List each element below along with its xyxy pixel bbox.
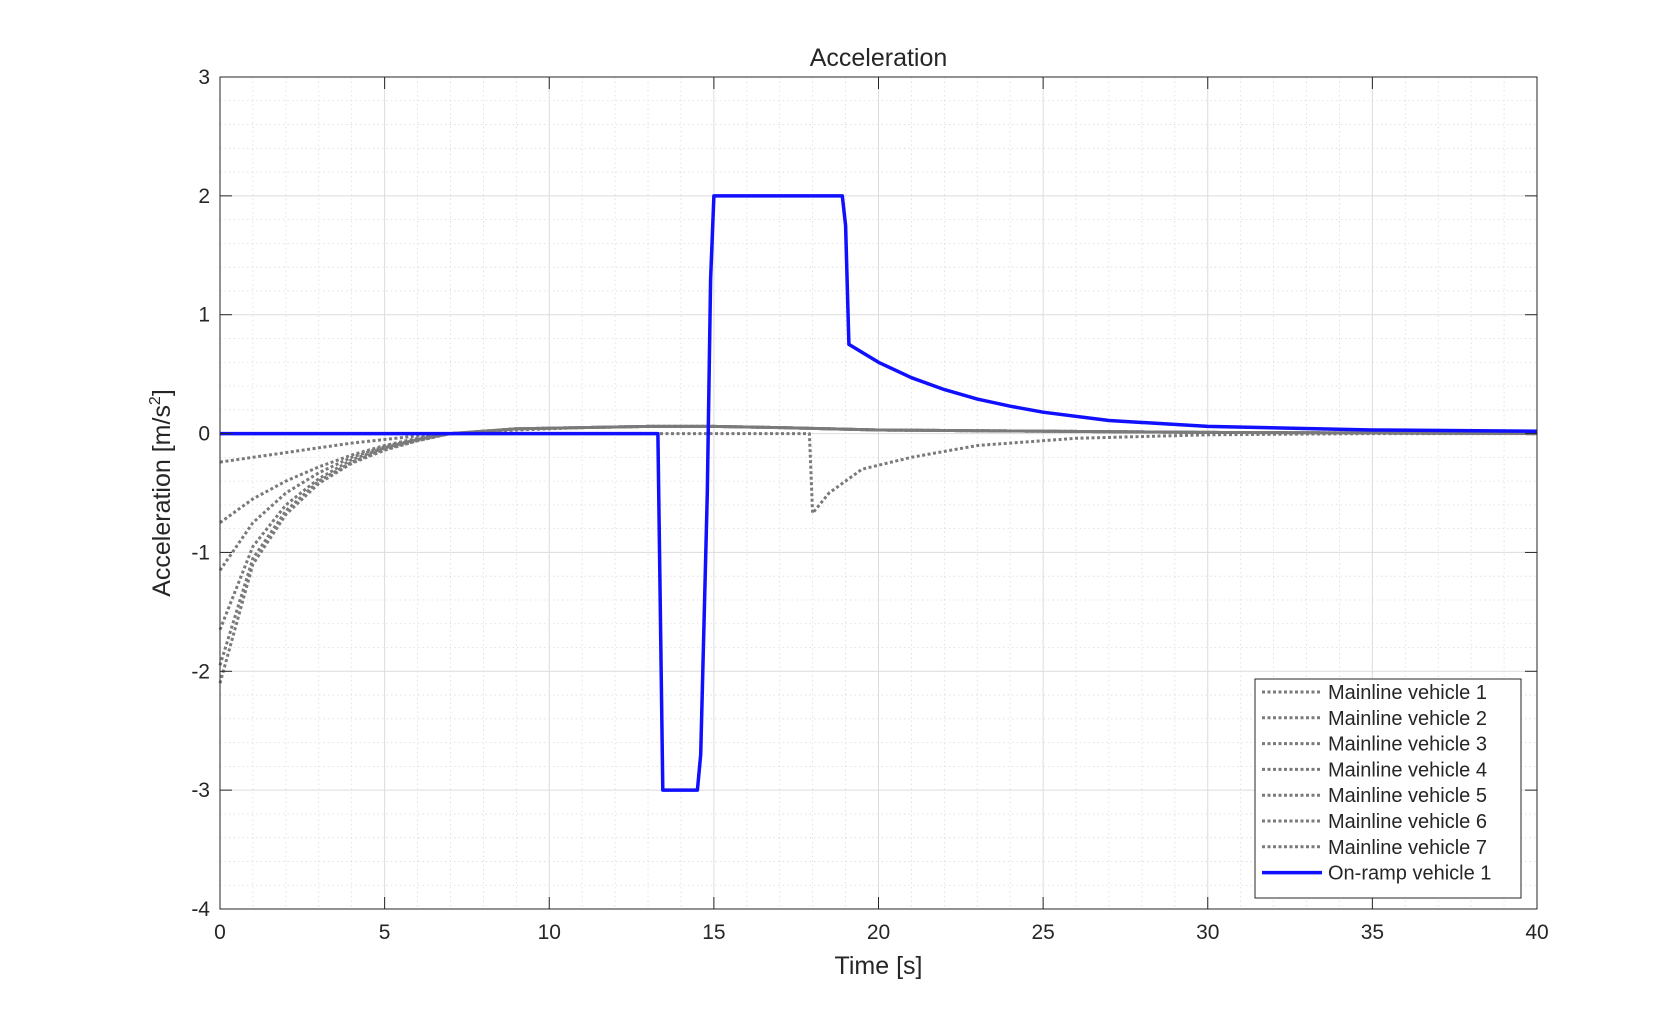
y-tick-label: 1 xyxy=(198,304,210,327)
x-tick-label: 40 xyxy=(1525,921,1548,944)
legend-entries: Mainline vehicle 1 Mainline vehicle 2 Main… xyxy=(1262,682,1491,885)
legend-label-2: Mainline vehicle 2 xyxy=(1328,708,1487,730)
x-axis-label: Time [s] xyxy=(835,952,923,980)
y-tick-label: -1 xyxy=(191,541,210,564)
x-tick-label: 30 xyxy=(1196,921,1219,944)
legend-label-7: Mainline vehicle 7 xyxy=(1328,837,1487,859)
legend-label-6: Mainline vehicle 6 xyxy=(1328,811,1487,833)
series-line-8 xyxy=(220,194,1538,792)
series-line-7 xyxy=(220,432,1537,515)
y-tick-label: -3 xyxy=(191,779,210,802)
y-tick-label: -4 xyxy=(191,898,210,921)
x-tick-label: 20 xyxy=(867,921,890,944)
x-tick-label: 5 xyxy=(379,921,391,944)
y-tick-label: 3 xyxy=(198,66,210,89)
legend-box xyxy=(1254,678,1522,899)
legend-label-1: Mainline vehicle 1 xyxy=(1328,682,1487,704)
y-tick-label: -2 xyxy=(191,660,210,683)
x-tick-label: 10 xyxy=(538,921,561,944)
legend-label-5: Mainline vehicle 5 xyxy=(1328,785,1487,807)
y-axis-label-end: ] xyxy=(148,389,176,396)
legend: Mainline vehicle 1 Mainline vehicle 2 Main… xyxy=(1254,678,1522,899)
x-tick-label: 15 xyxy=(702,921,725,944)
series-line-6 xyxy=(218,424,1538,684)
ticks xyxy=(219,76,1538,910)
y-tick-labels: -4 -3 -2 -1 0 1 2 3 xyxy=(191,66,210,921)
legend-label-8: On-ramp vehicle 1 xyxy=(1328,863,1491,885)
y-tick-label: 2 xyxy=(198,185,210,208)
y-tick-label: 0 xyxy=(198,423,210,446)
x-tick-label: 35 xyxy=(1361,921,1384,944)
y-axis-label-main: Acceleration [m/s xyxy=(148,405,176,597)
x-tick-label: 25 xyxy=(1031,921,1054,944)
x-tick-label: 0 xyxy=(214,921,226,944)
x-tick-labels: 0 5 10 15 20 25 30 35 40 xyxy=(214,921,1549,944)
chart-title: Acceleration xyxy=(810,44,948,72)
y-axis-label-sup: 2 xyxy=(147,396,164,405)
y-axis-label: Acceleration [m/s2] xyxy=(147,389,176,597)
legend-label-4: Mainline vehicle 4 xyxy=(1328,759,1487,781)
series-layer xyxy=(218,194,1538,792)
legend-label-3: Mainline vehicle 3 xyxy=(1328,734,1487,756)
